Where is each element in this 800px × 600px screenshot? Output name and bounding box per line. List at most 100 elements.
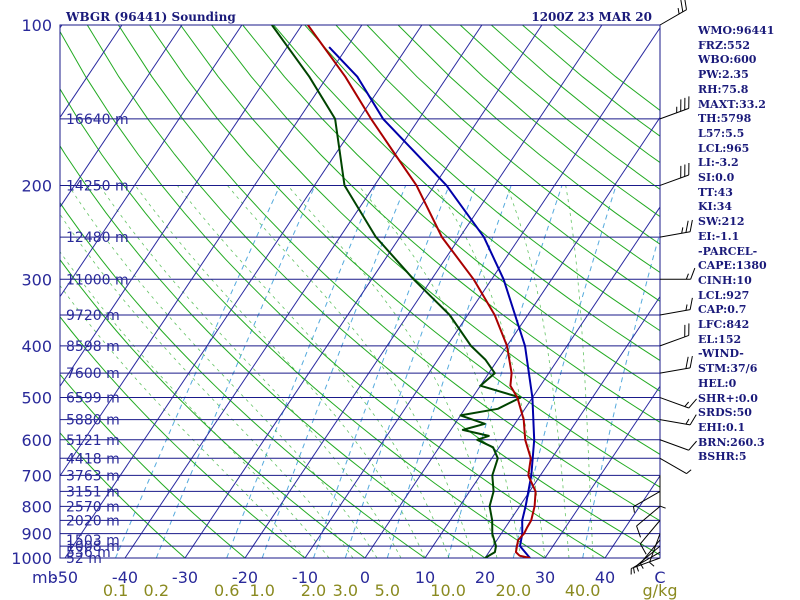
index-line: KI:34 bbox=[698, 200, 733, 214]
wind-barb bbox=[659, 475, 666, 509]
index-line: LFC:842 bbox=[698, 318, 750, 331]
barb-flag bbox=[685, 356, 689, 369]
index-line: MAXT:33.2 bbox=[698, 97, 766, 111]
barb-staff bbox=[639, 520, 661, 545]
moist-adiabat bbox=[227, 185, 474, 558]
isotherm--40 bbox=[124, 25, 483, 558]
mixing-ratio-tick-label: g/kg bbox=[643, 581, 678, 600]
temperature-tick-label: 10 bbox=[415, 568, 435, 587]
wind-barb bbox=[649, 533, 661, 567]
plot-frame bbox=[59, 24, 661, 559]
mixing-ratio-tick-label: 1.0 bbox=[249, 581, 274, 600]
barb-staff bbox=[659, 457, 687, 475]
barb-flag bbox=[688, 398, 697, 409]
index-line: PW:2.35 bbox=[698, 68, 749, 82]
index-line: WMO:96441 bbox=[698, 24, 775, 37]
index-line: L57:5.5 bbox=[698, 126, 745, 140]
index-line: LI:-3.2 bbox=[698, 156, 739, 170]
height-label: 9720 m bbox=[66, 308, 120, 324]
mixing-ratio-10 bbox=[447, 185, 563, 558]
isotherm--10 bbox=[304, 26, 660, 558]
barb-flag bbox=[689, 219, 693, 232]
barb-staff bbox=[659, 439, 689, 451]
wind-barb bbox=[659, 162, 690, 186]
index-line: EI:-1.1 bbox=[698, 229, 740, 243]
dry-adiabat bbox=[148, 25, 660, 488]
station-title: WBGR (96441) Sounding bbox=[65, 10, 236, 24]
temperature-tick-label: C bbox=[654, 568, 665, 587]
mixing-ratio-tick-label: 10.0 bbox=[430, 581, 466, 600]
pressure-label-900: 900 bbox=[21, 525, 52, 544]
moist-adiabat bbox=[565, 185, 594, 558]
barb-flag bbox=[689, 414, 697, 426]
height-label: 14250 m bbox=[66, 178, 129, 194]
moist-adiabat bbox=[99, 185, 402, 558]
index-line: WBO:600 bbox=[698, 53, 757, 67]
pressure-label-1000: 1000 bbox=[11, 549, 52, 568]
wind-barb bbox=[636, 505, 661, 538]
barb-staff bbox=[659, 174, 689, 186]
height-label: 2020 m bbox=[66, 513, 120, 529]
wind-barb bbox=[659, 439, 697, 451]
barb-staff bbox=[633, 490, 661, 508]
pressure-label-300: 300 bbox=[21, 270, 52, 289]
temperature-tick-label: -50 bbox=[52, 568, 78, 587]
index-line: CINH:10 bbox=[698, 273, 752, 287]
index-line: SHR+:0.0 bbox=[698, 391, 758, 405]
dry-adiabat bbox=[117, 25, 660, 522]
isotherm-10 bbox=[424, 206, 660, 558]
temperature-tick-label: -30 bbox=[172, 568, 198, 587]
index-line: -PARCEL- bbox=[698, 244, 758, 258]
barb-staff bbox=[659, 367, 691, 374]
barb-flag bbox=[639, 563, 644, 569]
isotherm--20 bbox=[244, 25, 603, 558]
height-label: 3151 m bbox=[66, 484, 120, 500]
pressure-label-800: 800 bbox=[21, 497, 52, 516]
index-line: EL:152 bbox=[698, 332, 742, 346]
height-label: 5121 m bbox=[66, 433, 120, 449]
isotherm--50 bbox=[64, 25, 423, 558]
index-line: -WIND- bbox=[698, 347, 744, 361]
pressure-label-100: 100 bbox=[21, 16, 52, 35]
temperature-tick-label: 40 bbox=[595, 568, 615, 587]
barb-staff bbox=[659, 397, 689, 409]
index-line: SRDS:50 bbox=[698, 406, 752, 420]
isotherm-0 bbox=[364, 116, 660, 558]
wind-barb bbox=[630, 557, 661, 575]
barb-staff bbox=[659, 107, 689, 120]
isobars bbox=[59, 24, 661, 559]
pressure-label-400: 400 bbox=[21, 337, 52, 356]
temperature-tick-label: -40 bbox=[112, 568, 138, 587]
height-label: 3763 m bbox=[66, 468, 120, 484]
mixing-ratio-tick-label: 20.0 bbox=[496, 581, 532, 600]
moist-adiabat bbox=[176, 185, 450, 558]
wind-barbs bbox=[630, 0, 697, 575]
temperature-tick-label: -10 bbox=[292, 568, 318, 587]
barb-flag bbox=[685, 273, 689, 280]
wind-barb bbox=[659, 323, 690, 347]
height-label: 8598 m bbox=[66, 339, 120, 355]
height-label: 52 m bbox=[66, 551, 102, 567]
mixing-ratio-tick-label: 5.0 bbox=[375, 581, 400, 600]
mixing-ratio-tick-label: 0.6 bbox=[214, 581, 239, 600]
pressure-label-500: 500 bbox=[21, 389, 52, 408]
barb-staff bbox=[659, 231, 691, 238]
barb-staff bbox=[659, 419, 691, 426]
height-label: 1503 m bbox=[66, 533, 120, 549]
barb-staff bbox=[659, 309, 691, 316]
height-label: 12480 m bbox=[66, 230, 129, 246]
index-line: HEL:0 bbox=[698, 376, 737, 390]
barb-flag bbox=[688, 440, 697, 451]
temperature-tick-label: -20 bbox=[232, 568, 258, 587]
barb-flag bbox=[649, 561, 655, 567]
mixing-ratio-0.1 bbox=[115, 185, 281, 558]
index-line: EHI:0.1 bbox=[698, 420, 746, 434]
wind-barb bbox=[659, 457, 692, 475]
isotherm--80 bbox=[60, 25, 243, 298]
mixing-ratio-lines bbox=[115, 185, 660, 558]
index-line: LCL:965 bbox=[698, 141, 750, 155]
moist-adiabat bbox=[134, 185, 426, 558]
isotherm--100 bbox=[60, 25, 123, 119]
